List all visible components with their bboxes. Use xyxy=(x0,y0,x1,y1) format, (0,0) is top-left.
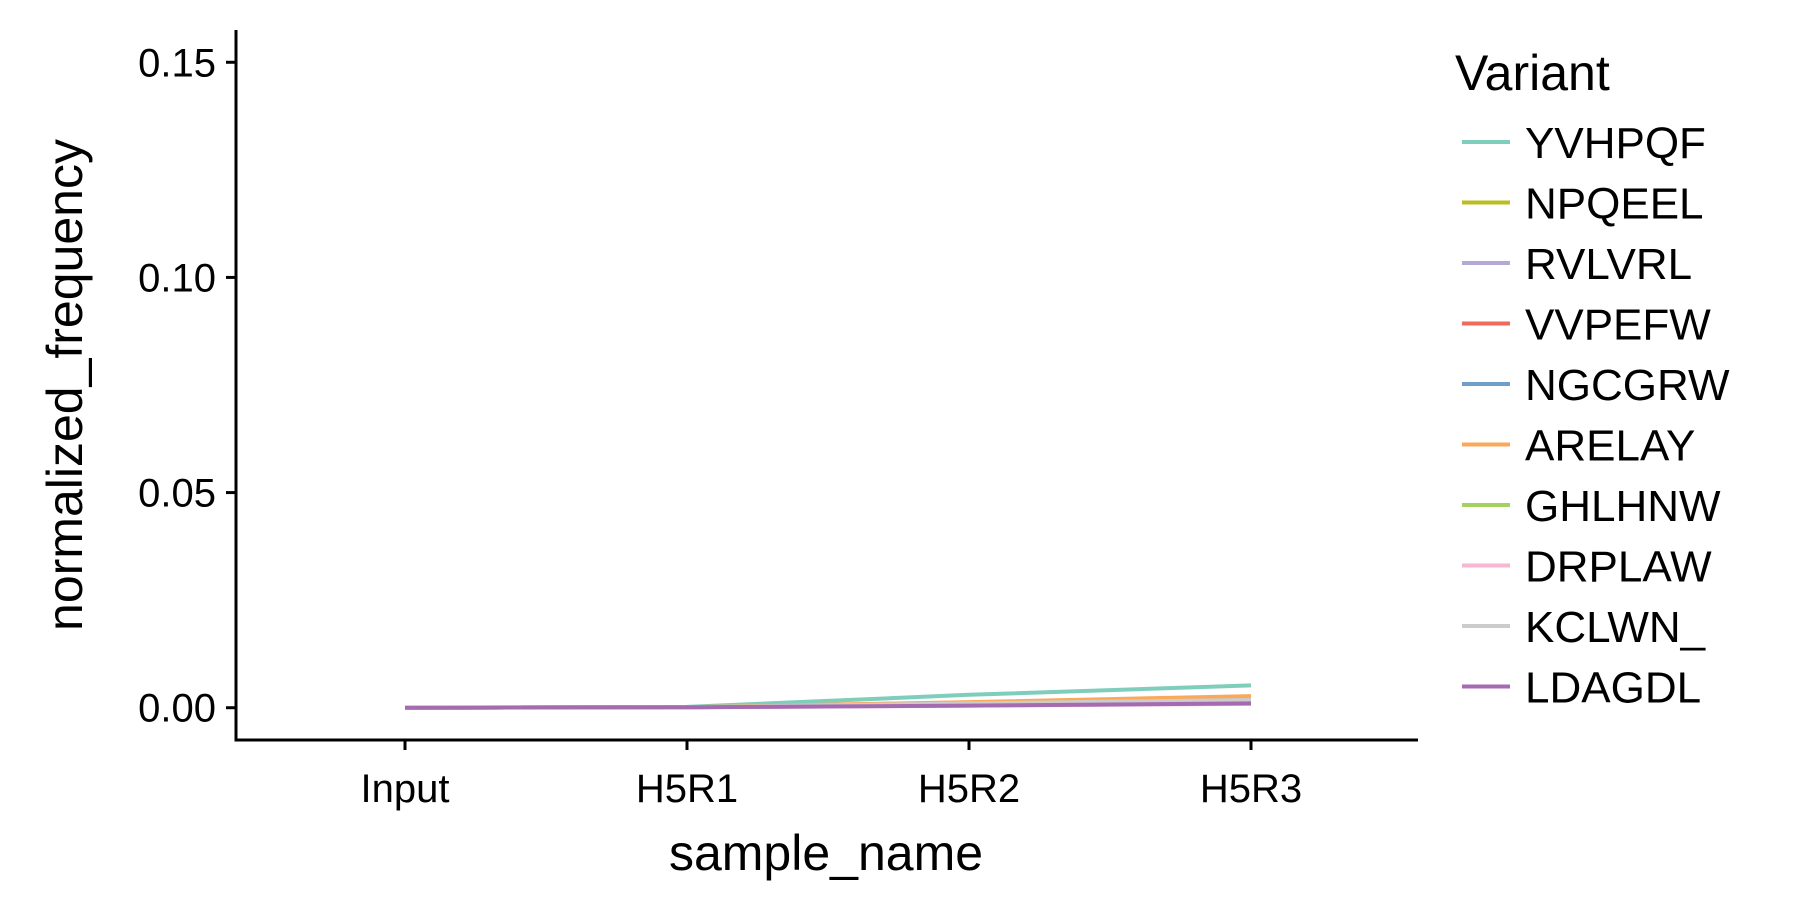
legend-label: VVPEFW xyxy=(1525,301,1711,350)
legend-label: YVHPQF xyxy=(1525,119,1706,168)
legend-label: DRPLAW xyxy=(1525,543,1712,592)
x-axis-ticks: Input H5R1 H5R2 H5R3 xyxy=(361,740,1302,811)
x-tick-label: H5R3 xyxy=(1200,767,1302,811)
legend-label: ARELAY xyxy=(1525,422,1695,471)
y-axis-ticks: 0.00 0.05 0.10 0.15 xyxy=(138,41,236,731)
legend-label: LDAGDL xyxy=(1525,664,1701,713)
legend-label: GHLHNW xyxy=(1525,482,1721,531)
y-tick-label: 0.10 xyxy=(138,256,216,300)
series-layer xyxy=(404,683,1252,710)
y-tick-label: 0.00 xyxy=(138,687,216,731)
x-axis-title: sample_name xyxy=(669,825,983,881)
legend-label: NGCGRW xyxy=(1525,361,1730,410)
y-axis-title: normalized_frequency xyxy=(37,139,93,631)
legend-label: KCLWN_ xyxy=(1525,603,1706,652)
y-tick-label: 0.05 xyxy=(138,472,216,516)
x-tick-label: H5R2 xyxy=(918,767,1020,811)
legend-title: Variant xyxy=(1455,45,1610,101)
x-tick-label: Input xyxy=(361,767,450,811)
y-tick-label: 0.15 xyxy=(138,41,216,85)
legend-label: NPQEEL xyxy=(1525,180,1704,229)
legend-items: YVHPQF NPQEEL RVLVRL VVPEFW NGCGRW ARELAY GHLH… xyxy=(1462,119,1730,713)
series-line-ldagdl xyxy=(404,701,1252,710)
x-tick-label: H5R1 xyxy=(636,767,738,811)
legend: Variant YVHPQF NPQEEL RVLVRL VVPEFW NGCGRW AR… xyxy=(1455,45,1730,713)
legend-label: RVLVRL xyxy=(1525,240,1692,289)
